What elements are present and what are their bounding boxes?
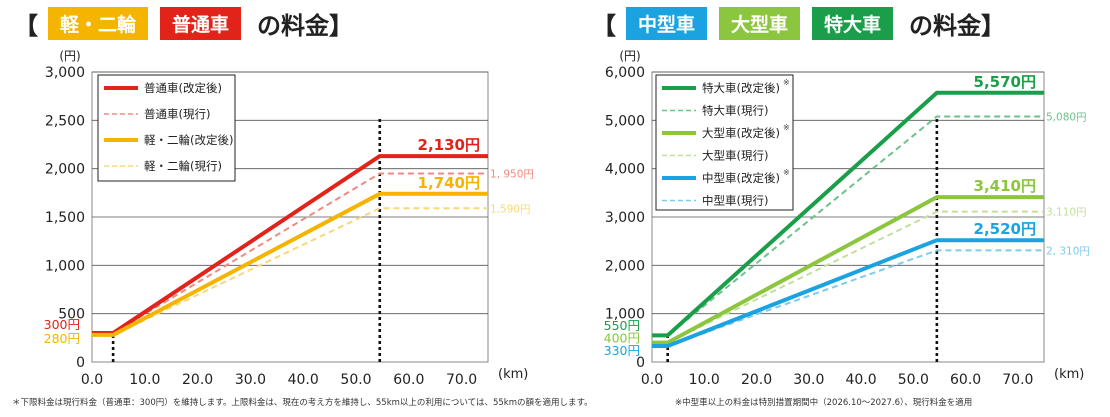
left-xtick-label: 20.0 xyxy=(182,372,213,388)
left-end-label-revised-2: 1,740円 xyxy=(418,174,480,192)
right-end-label-current-3: 3,110円 xyxy=(1046,207,1087,219)
left-y-axis-label: (円) xyxy=(59,49,80,63)
right-start-label-1: 400円 xyxy=(604,331,640,346)
right-footnote: ※中型車以上の料金は特別措置期間中（2026.10〜2027.6）、現行料金を適… xyxy=(675,398,973,408)
right-end-label-current-1: 5,080円 xyxy=(1046,111,1087,123)
right-xtick-label: 30.0 xyxy=(793,372,824,388)
right-title: 【 中型車 大型車 特大車 の料金】 xyxy=(592,6,1005,40)
left-xtick-label: 70.0 xyxy=(446,372,477,388)
right-ytick-label: 5,000 xyxy=(605,113,645,129)
left-start-label-0: 300円 xyxy=(44,317,80,332)
right-end-label-revised-2: 3,410円 xyxy=(974,177,1036,195)
left-ytick-label: 0 xyxy=(76,355,85,371)
left-start-label-1: 280円 xyxy=(44,331,80,346)
left-title: 【 軽・二輪 普通車 の料金】 xyxy=(14,6,353,40)
right-ytick-label: 6,000 xyxy=(605,65,645,81)
right-legend-label-0: 特大車(改定後) xyxy=(702,81,780,95)
right-xtick-label: 20.0 xyxy=(741,372,772,388)
badge-oogata: 大型車 xyxy=(719,6,801,40)
right-end-label-revised-4: 2,520円 xyxy=(974,220,1036,238)
right-start-label-0: 550円 xyxy=(604,318,640,333)
charts-canvas: 0 500 1,000 1,500 2,000 2,500 3,000 (円) 0.0 10.0 2… xyxy=(44,49,1090,388)
right-legend-mark-2: ※ xyxy=(783,123,790,132)
left-legend-label-1: 普通車(現行) xyxy=(144,107,210,121)
right-end-label-current-5: 2, 310円 xyxy=(1046,245,1090,257)
right-series-line-3 xyxy=(652,210,1044,344)
left-end-label-revised-0: 2,130円 xyxy=(418,136,480,154)
right-legend-label-2: 大型車(改定後) xyxy=(702,126,780,140)
right-y-axis-label: (円) xyxy=(619,49,640,63)
left-ytick-label: 500 xyxy=(58,307,85,323)
right-title-bracket: 【 xyxy=(592,11,616,40)
left-ytick-label: 1,500 xyxy=(45,210,85,226)
right-xtick-label: 40.0 xyxy=(845,372,876,388)
right-series-line-4 xyxy=(652,238,1044,349)
left-legend-label-0: 普通車(改定後) xyxy=(144,81,222,95)
right-series-line-5 xyxy=(652,249,1044,348)
right-series-line-0 xyxy=(652,90,1044,338)
left-ytick-label: 3,000 xyxy=(45,65,85,81)
left-legend-box xyxy=(97,74,236,182)
left-end-label-current-1: 1, 950円 xyxy=(490,169,534,181)
left-legend-label-2: 軽・二輪(改定後) xyxy=(144,133,233,147)
right-x-axis-label: (km) xyxy=(1054,367,1084,382)
right-xtick-label: 10.0 xyxy=(689,372,720,388)
badge-futsuusha: 普通車 xyxy=(160,6,242,40)
right-ytick-label: 4,000 xyxy=(605,162,645,178)
badge-kei-nirin: 軽・二輪 xyxy=(48,6,149,40)
left-footnote: ＊下限料金は現行料金（普通車：300円）を維持します。上限料金は、現在の考え方を… xyxy=(12,398,593,408)
left-ytick-label: 1,000 xyxy=(45,258,85,274)
left-ytick-label: 2,500 xyxy=(45,113,85,129)
right-ytick-label: 1,000 xyxy=(605,307,645,323)
right-xtick-label: 0.0 xyxy=(641,372,663,388)
left-series-line-2 xyxy=(92,191,488,337)
left-xtick-label: 30.0 xyxy=(235,372,266,388)
right-title-suffix: の料金】 xyxy=(909,11,1006,40)
right-start-label-2: 330円 xyxy=(604,343,640,358)
right-series-line-2 xyxy=(652,195,1044,345)
right-ytick-label: 3,000 xyxy=(605,210,645,226)
right-xtick-label: 70.0 xyxy=(1002,372,1033,388)
left-end-label-current-3: 1,590円 xyxy=(490,203,531,215)
left-xtick-label: 50.0 xyxy=(340,372,371,388)
right-legend-label-5: 中型車(現行) xyxy=(702,194,768,208)
right-legend-mark-0: ※ xyxy=(783,78,790,87)
badge-tokudai: 特大車 xyxy=(812,6,894,40)
right-legend-label-1: 特大車(現行) xyxy=(702,104,768,118)
left-xtick-label: 40.0 xyxy=(288,372,319,388)
left-xtick-label: 60.0 xyxy=(393,372,424,388)
left-title-bracket: 【 xyxy=(14,11,38,40)
left-x-axis-label: (km) xyxy=(498,367,528,382)
left-xtick-label: 10.0 xyxy=(129,372,160,388)
badge-chuugata: 中型車 xyxy=(626,6,708,40)
right-end-label-revised-0: 5,570円 xyxy=(974,73,1036,91)
right-legend-mark-4: ※ xyxy=(783,168,790,177)
right-legend-box xyxy=(655,74,794,211)
left-ytick-label: 2,000 xyxy=(45,162,85,178)
right-legend-label-4: 中型車(改定後) xyxy=(702,171,780,185)
right-xtick-label: 50.0 xyxy=(898,372,929,388)
right-ytick-label: 0 xyxy=(636,355,645,371)
left-xtick-label: 0.0 xyxy=(81,372,103,388)
left-legend-label-3: 軽・二輪(現行) xyxy=(144,159,222,173)
left-title-suffix: の料金】 xyxy=(257,11,354,40)
right-xtick-label: 60.0 xyxy=(950,372,981,388)
right-ytick-label: 2,000 xyxy=(605,258,645,274)
right-legend-label-3: 大型車(現行) xyxy=(702,149,768,163)
